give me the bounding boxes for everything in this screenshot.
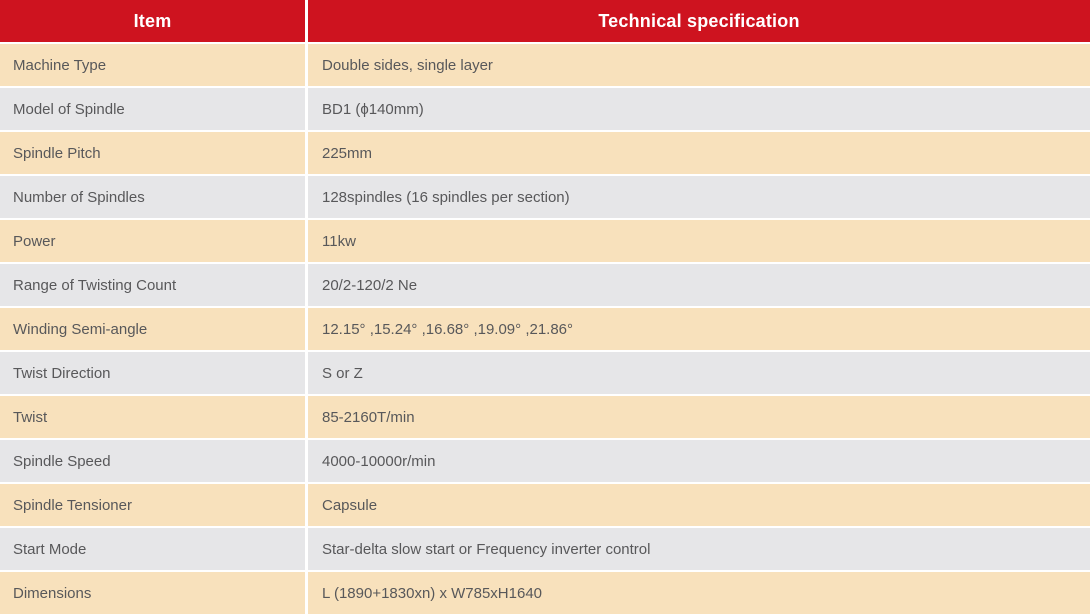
header-spec-label: Technical specification — [598, 10, 800, 31]
spec-cell: Star-delta slow start or Frequency inver… — [308, 528, 1090, 570]
item-cell: Start Mode — [0, 528, 308, 570]
spec-value: 128spindles (16 spindles per section) — [322, 188, 570, 206]
spec-cell: S or Z — [308, 352, 1090, 394]
header-item-label: Item — [133, 10, 172, 31]
item-cell: Spindle Speed — [0, 440, 308, 482]
spec-cell: BD1 (ϕ140mm) — [308, 88, 1090, 130]
table-row: Start Mode Star-delta slow start or Freq… — [0, 528, 1090, 570]
table-body: Machine Type Double sides, single layer … — [0, 42, 1090, 614]
item-cell: Range of Twisting Count — [0, 264, 308, 306]
table-row: Twist 85-2160T/min — [0, 396, 1090, 438]
item-cell: Spindle Tensioner — [0, 484, 308, 526]
item-label: Spindle Speed — [13, 452, 111, 470]
item-label: Model of Spindle — [13, 100, 125, 118]
spec-value: S or Z — [322, 364, 363, 382]
item-label: Range of Twisting Count — [13, 276, 177, 294]
item-label: Dimensions — [13, 584, 92, 602]
item-label: Winding Semi-angle — [13, 320, 148, 338]
spec-cell: 85-2160T/min — [308, 396, 1090, 438]
table-row: Number of Spindles 128spindles (16 spind… — [0, 176, 1090, 218]
table-row: Model of Spindle BD1 (ϕ140mm) — [0, 88, 1090, 130]
header-cell-item: Item — [0, 0, 308, 42]
table-row: Spindle Pitch 225mm — [0, 132, 1090, 174]
spec-cell: Capsule — [308, 484, 1090, 526]
item-cell: Spindle Pitch — [0, 132, 308, 174]
header-cell-spec: Technical specification — [308, 0, 1090, 42]
item-label: Twist Direction — [13, 364, 111, 382]
table-row: Winding Semi-angle 12.15° ,15.24° ,16.68… — [0, 308, 1090, 350]
spec-cell: L (1890+1830xn) x W785xH1640 — [308, 572, 1090, 614]
spec-cell: 225mm — [308, 132, 1090, 174]
item-label: Machine Type — [13, 56, 107, 74]
table-row: Twist Direction S or Z — [0, 352, 1090, 394]
spec-value: 225mm — [322, 144, 373, 162]
table-header-row: Item Technical specification — [0, 0, 1090, 42]
item-cell: Dimensions — [0, 572, 308, 614]
table-row: Dimensions L (1890+1830xn) x W785xH1640 — [0, 572, 1090, 614]
item-cell: Machine Type — [0, 44, 308, 86]
item-label: Spindle Pitch — [13, 144, 101, 162]
item-label: Start Mode — [13, 540, 87, 558]
item-label: Spindle Tensioner — [13, 496, 132, 514]
item-cell: Twist — [0, 396, 308, 438]
spec-value: 11kw — [322, 232, 356, 250]
item-cell: Twist Direction — [0, 352, 308, 394]
spec-value: 85-2160T/min — [322, 408, 415, 426]
item-cell: Winding Semi-angle — [0, 308, 308, 350]
item-cell: Number of Spindles — [0, 176, 308, 218]
spec-cell: 12.15° ,15.24° ,16.68° ,19.09° ,21.86° — [308, 308, 1090, 350]
spec-cell: Double sides, single layer — [308, 44, 1090, 86]
spec-value: Star-delta slow start or Frequency inver… — [322, 540, 651, 558]
spec-cell: 128spindles (16 spindles per section) — [308, 176, 1090, 218]
spec-value: 4000-10000r/min — [322, 452, 436, 470]
table-row: Range of Twisting Count 20/2-120/2 Ne — [0, 264, 1090, 306]
item-label: Number of Spindles — [13, 188, 145, 206]
spec-value: 20/2-120/2 Ne — [322, 276, 418, 294]
table-row: Power 11kw — [0, 220, 1090, 262]
item-cell: Model of Spindle — [0, 88, 308, 130]
spec-cell: 20/2-120/2 Ne — [308, 264, 1090, 306]
spec-value: Double sides, single layer — [322, 56, 493, 74]
item-cell: Power — [0, 220, 308, 262]
table-row: Spindle Tensioner Capsule — [0, 484, 1090, 526]
spec-value: Capsule — [322, 496, 378, 514]
spec-value: 12.15° ,15.24° ,16.68° ,19.09° ,21.86° — [322, 320, 574, 338]
spec-value: L (1890+1830xn) x W785xH1640 — [322, 584, 543, 602]
table-row: Machine Type Double sides, single layer — [0, 44, 1090, 86]
spec-cell: 4000-10000r/min — [308, 440, 1090, 482]
table-row: Spindle Speed 4000-10000r/min — [0, 440, 1090, 482]
item-label: Twist — [13, 408, 48, 426]
spec-value: BD1 (ϕ140mm) — [322, 100, 424, 118]
spec-cell: 11kw — [308, 220, 1090, 262]
item-label: Power — [13, 232, 56, 250]
